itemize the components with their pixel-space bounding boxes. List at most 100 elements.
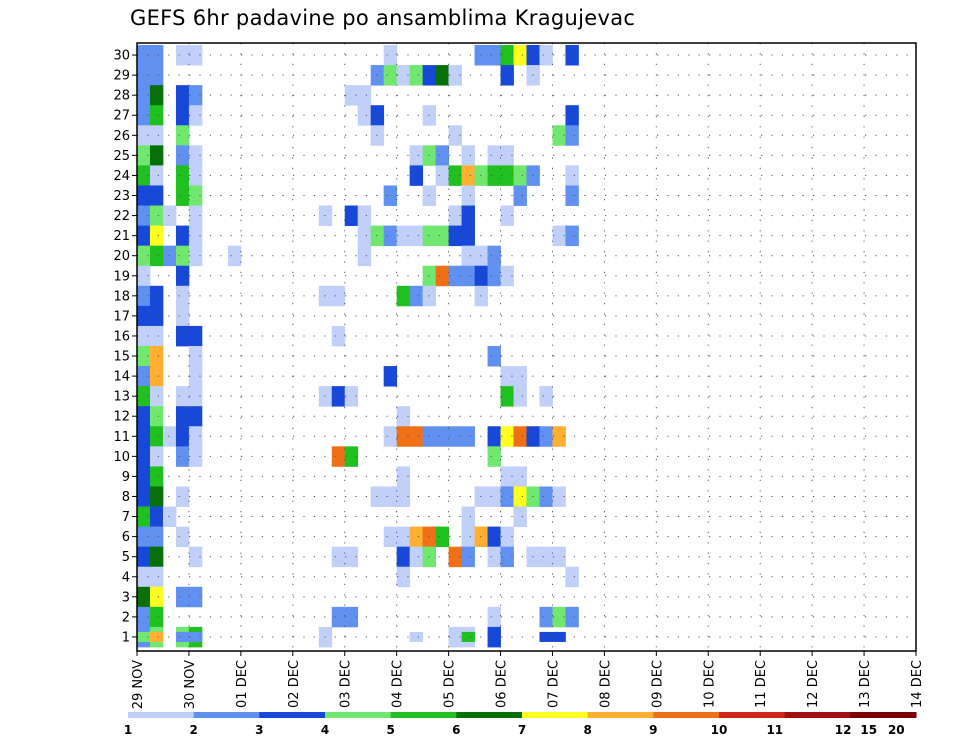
x-tick-label: 06 DEC <box>495 660 510 708</box>
color-scale-label: 2 <box>189 723 197 737</box>
heatmap-cell <box>552 486 566 507</box>
heatmap-cell <box>137 145 151 166</box>
heatmap-cell <box>175 165 190 186</box>
heatmap-cell <box>149 125 164 146</box>
heatmap-cell <box>448 225 462 247</box>
heatmap-cell <box>487 245 501 267</box>
heatmap-cell <box>448 265 462 287</box>
heatmap-cell <box>318 285 333 307</box>
heatmap-cell <box>149 366 164 387</box>
x-tick-label: 14 DEC <box>910 660 925 708</box>
heatmap-cell <box>188 546 203 568</box>
heatmap-cell <box>344 546 359 568</box>
heatmap-cell <box>409 426 424 447</box>
heatmap-cell <box>318 205 333 226</box>
y-tick-label: 30 <box>113 49 130 64</box>
color-scale-label: 10 <box>711 723 728 737</box>
heatmap-cell <box>318 386 333 407</box>
heatmap-cell <box>149 466 164 487</box>
y-tick-label: 15 <box>113 350 130 365</box>
heatmap-cell <box>500 386 514 407</box>
heatmap-cell <box>357 205 372 226</box>
heatmap-cell <box>383 526 398 548</box>
heatmap-cell <box>513 386 527 407</box>
heatmap-cell <box>383 426 398 447</box>
heatmap-cell <box>149 526 164 548</box>
heatmap-cell <box>318 626 333 648</box>
heatmap-cell <box>396 526 411 548</box>
x-tick-label: 11 DEC <box>754 660 769 708</box>
heatmap-cell <box>137 606 151 628</box>
heatmap-cell <box>149 486 164 507</box>
x-tick-label: 03 DEC <box>339 660 354 708</box>
heatmap-cell <box>396 466 411 487</box>
color-scale-label: 3 <box>255 723 263 737</box>
heatmap-cell <box>539 631 553 642</box>
color-scale-label: 11 <box>766 723 783 737</box>
heatmap-cell <box>188 165 203 186</box>
heatmap-cell <box>188 185 203 206</box>
heatmap-cell <box>149 45 164 66</box>
color-scale-swatch <box>719 712 786 718</box>
color-scale-swatch <box>653 712 720 718</box>
heatmap-cell <box>409 285 424 307</box>
y-tick-label: 12 <box>113 410 130 425</box>
heatmap-cell <box>552 546 566 568</box>
heatmap-cell <box>500 426 514 447</box>
heatmap-cell <box>175 45 190 66</box>
heatmap-cell <box>149 586 164 608</box>
x-tick-label: 30 NOV <box>183 660 198 709</box>
heatmap-cell <box>383 45 398 66</box>
x-tick-label: 13 DEC <box>858 660 873 708</box>
x-tick-label: 12 DEC <box>806 660 821 708</box>
heatmap-cell <box>448 626 462 648</box>
heatmap-cell <box>461 205 475 226</box>
x-tick-label: 10 DEC <box>702 660 717 708</box>
heatmap-cell <box>461 631 475 642</box>
heatmap-cell <box>487 486 501 507</box>
heatmap-cell <box>565 105 579 126</box>
y-tick-label: 24 <box>113 169 130 184</box>
heatmap-cell <box>409 145 424 166</box>
x-tick-label: 07 DEC <box>546 660 561 708</box>
heatmap-cell <box>137 185 151 206</box>
heatmap-cell <box>149 406 164 427</box>
heatmap-cell <box>188 105 203 126</box>
heatmap-cell <box>409 546 424 568</box>
color-scale-label: 1 <box>124 723 132 737</box>
y-axis-ticks: 1234567891011121314151617181920212223242… <box>113 49 137 645</box>
color-scale-swatch <box>784 712 851 718</box>
y-tick-label: 16 <box>113 329 130 344</box>
heatmap-cell <box>137 85 151 106</box>
color-scale-label: 5 <box>386 723 394 737</box>
y-tick-label: 19 <box>113 269 130 284</box>
y-tick-label: 18 <box>113 289 130 304</box>
heatmap-cell <box>137 546 151 568</box>
heatmap-cell <box>344 85 359 106</box>
heatmap-cell <box>344 606 359 628</box>
heatmap-cell <box>409 65 424 86</box>
heatmap-cells <box>137 45 579 648</box>
heatmap-cell <box>137 526 151 548</box>
heatmap-cell <box>175 305 190 327</box>
heatmap-cell <box>175 325 190 347</box>
heatmap-cell <box>149 305 164 327</box>
heatmap-cell <box>565 165 579 186</box>
heatmap-cell <box>435 265 449 287</box>
y-tick-label: 9 <box>122 470 130 485</box>
heatmap-cell <box>149 285 164 307</box>
heatmap-cell <box>565 566 579 588</box>
heatmap-cell <box>175 145 190 166</box>
heatmap-cell <box>137 631 151 642</box>
y-tick-label: 26 <box>113 129 130 144</box>
heatmap-cell <box>409 631 424 642</box>
heatmap-cell <box>149 105 164 126</box>
y-tick-label: 5 <box>122 550 130 565</box>
heatmap-cell <box>137 586 151 608</box>
heatmap-cell <box>175 125 190 146</box>
heatmap-cell <box>149 325 164 347</box>
y-tick-label: 27 <box>113 109 130 124</box>
y-tick-label: 21 <box>113 229 130 244</box>
heatmap-cell <box>383 225 398 247</box>
heatmap-cell <box>552 606 566 628</box>
